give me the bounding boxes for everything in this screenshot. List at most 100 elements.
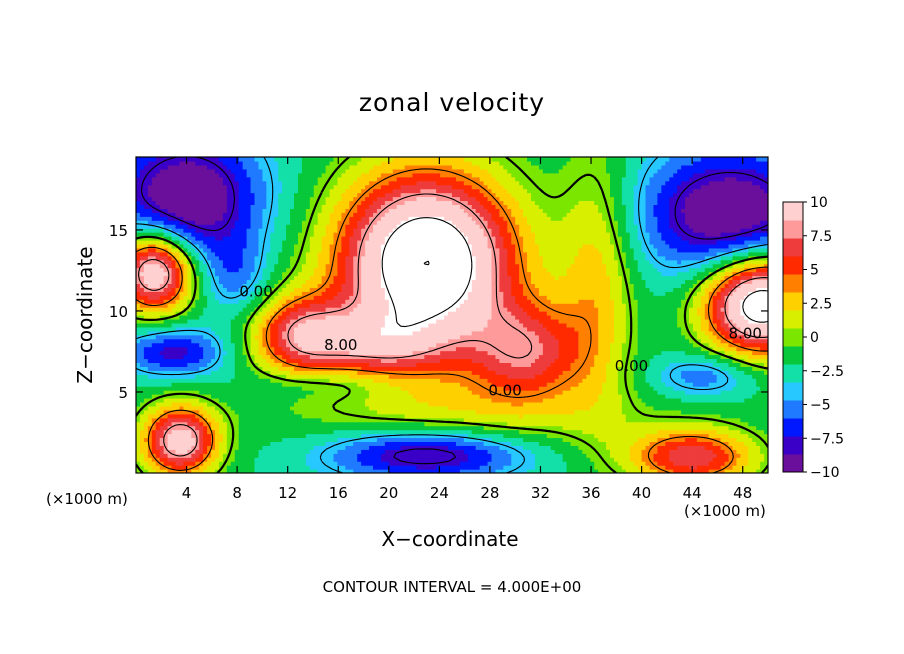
field-cell [325,425,331,431]
field-cell [384,374,390,379]
field-cell [195,417,200,423]
field-cell [712,429,718,435]
field-cell [696,445,702,450]
field-cell [491,394,497,399]
field-cell [234,386,240,391]
field-cell [700,441,706,446]
field-cell [139,445,145,450]
field-cell [511,394,516,399]
field-cell [531,401,536,407]
field-cell [641,397,647,403]
field-cell [546,370,552,375]
field-cell [606,453,611,458]
field-cell [294,405,299,411]
field-cell [732,358,737,363]
field-cell [242,429,248,435]
field-cell [428,449,433,454]
field-cell [625,370,631,375]
field-cell [495,397,500,403]
field-cell [333,465,339,470]
field-cell [203,405,208,411]
field-cell [373,378,378,383]
field-cell [436,397,441,403]
field-cell [452,378,457,383]
field-cell [353,409,358,415]
field-cell [183,378,188,383]
field-cell [412,354,418,360]
field-cell [203,461,208,466]
field-cell [479,362,485,367]
field-cell [716,429,722,435]
field-cell [262,374,267,379]
field-cell [452,469,457,473]
field-cell [732,405,737,411]
field-cell [167,350,173,356]
field-cell [724,421,730,427]
field-cell [349,457,354,462]
field-cell [590,437,595,442]
field-cell [629,469,635,473]
field-cell [388,374,394,379]
field-cell [365,413,370,419]
field-cell [633,362,639,367]
field-cell [566,429,572,435]
field-cell [704,362,710,367]
field-cell [262,417,267,423]
field-cell [286,461,291,466]
field-cell [246,469,252,473]
field-cell [274,346,279,352]
field-cell [171,445,177,450]
field-cell [677,437,682,442]
field-cell [136,437,141,442]
field-cell [270,441,275,446]
field-cell [349,401,354,407]
field-cell [637,445,643,450]
field-cell [704,433,710,439]
field-cell [610,354,615,360]
field-cell [507,405,512,411]
field-cell [218,394,224,399]
field-cell [459,413,465,419]
field-cell [159,409,165,415]
field-cell [183,397,188,403]
field-cell [641,421,647,427]
field-cell [171,449,177,454]
field-cell [621,394,627,399]
field-cell [345,417,350,423]
field-cell [136,378,141,383]
field-cell [764,421,768,427]
field-cell [266,366,271,371]
field-cell [704,469,710,473]
field-cell [143,358,149,363]
field-cell [262,461,267,466]
field-cell [645,421,651,427]
field-cell [704,445,710,450]
field-cell [657,366,662,371]
field-cell [511,405,516,411]
field-cell [673,370,678,375]
field-cell [294,457,299,462]
field-cell [436,437,441,442]
field-cell [459,461,465,466]
field-cell [408,382,414,387]
field-cell [653,358,658,363]
field-cell [238,461,244,466]
field-cell [420,429,425,435]
field-cell [215,445,220,450]
field-cell [420,386,425,391]
field-cell [380,461,386,466]
field-cell [151,354,157,360]
field-cell [258,362,263,367]
field-cell [566,453,572,458]
field-cell [519,433,524,439]
field-cell [685,405,690,411]
field-cell [400,394,406,399]
field-cell [294,390,299,395]
field-cell [538,350,544,356]
field-cell [238,417,244,423]
field-cell [669,386,674,391]
field-cell [617,413,623,419]
field-cell [467,437,473,442]
field-cell [400,453,406,458]
field-cell [637,413,643,419]
